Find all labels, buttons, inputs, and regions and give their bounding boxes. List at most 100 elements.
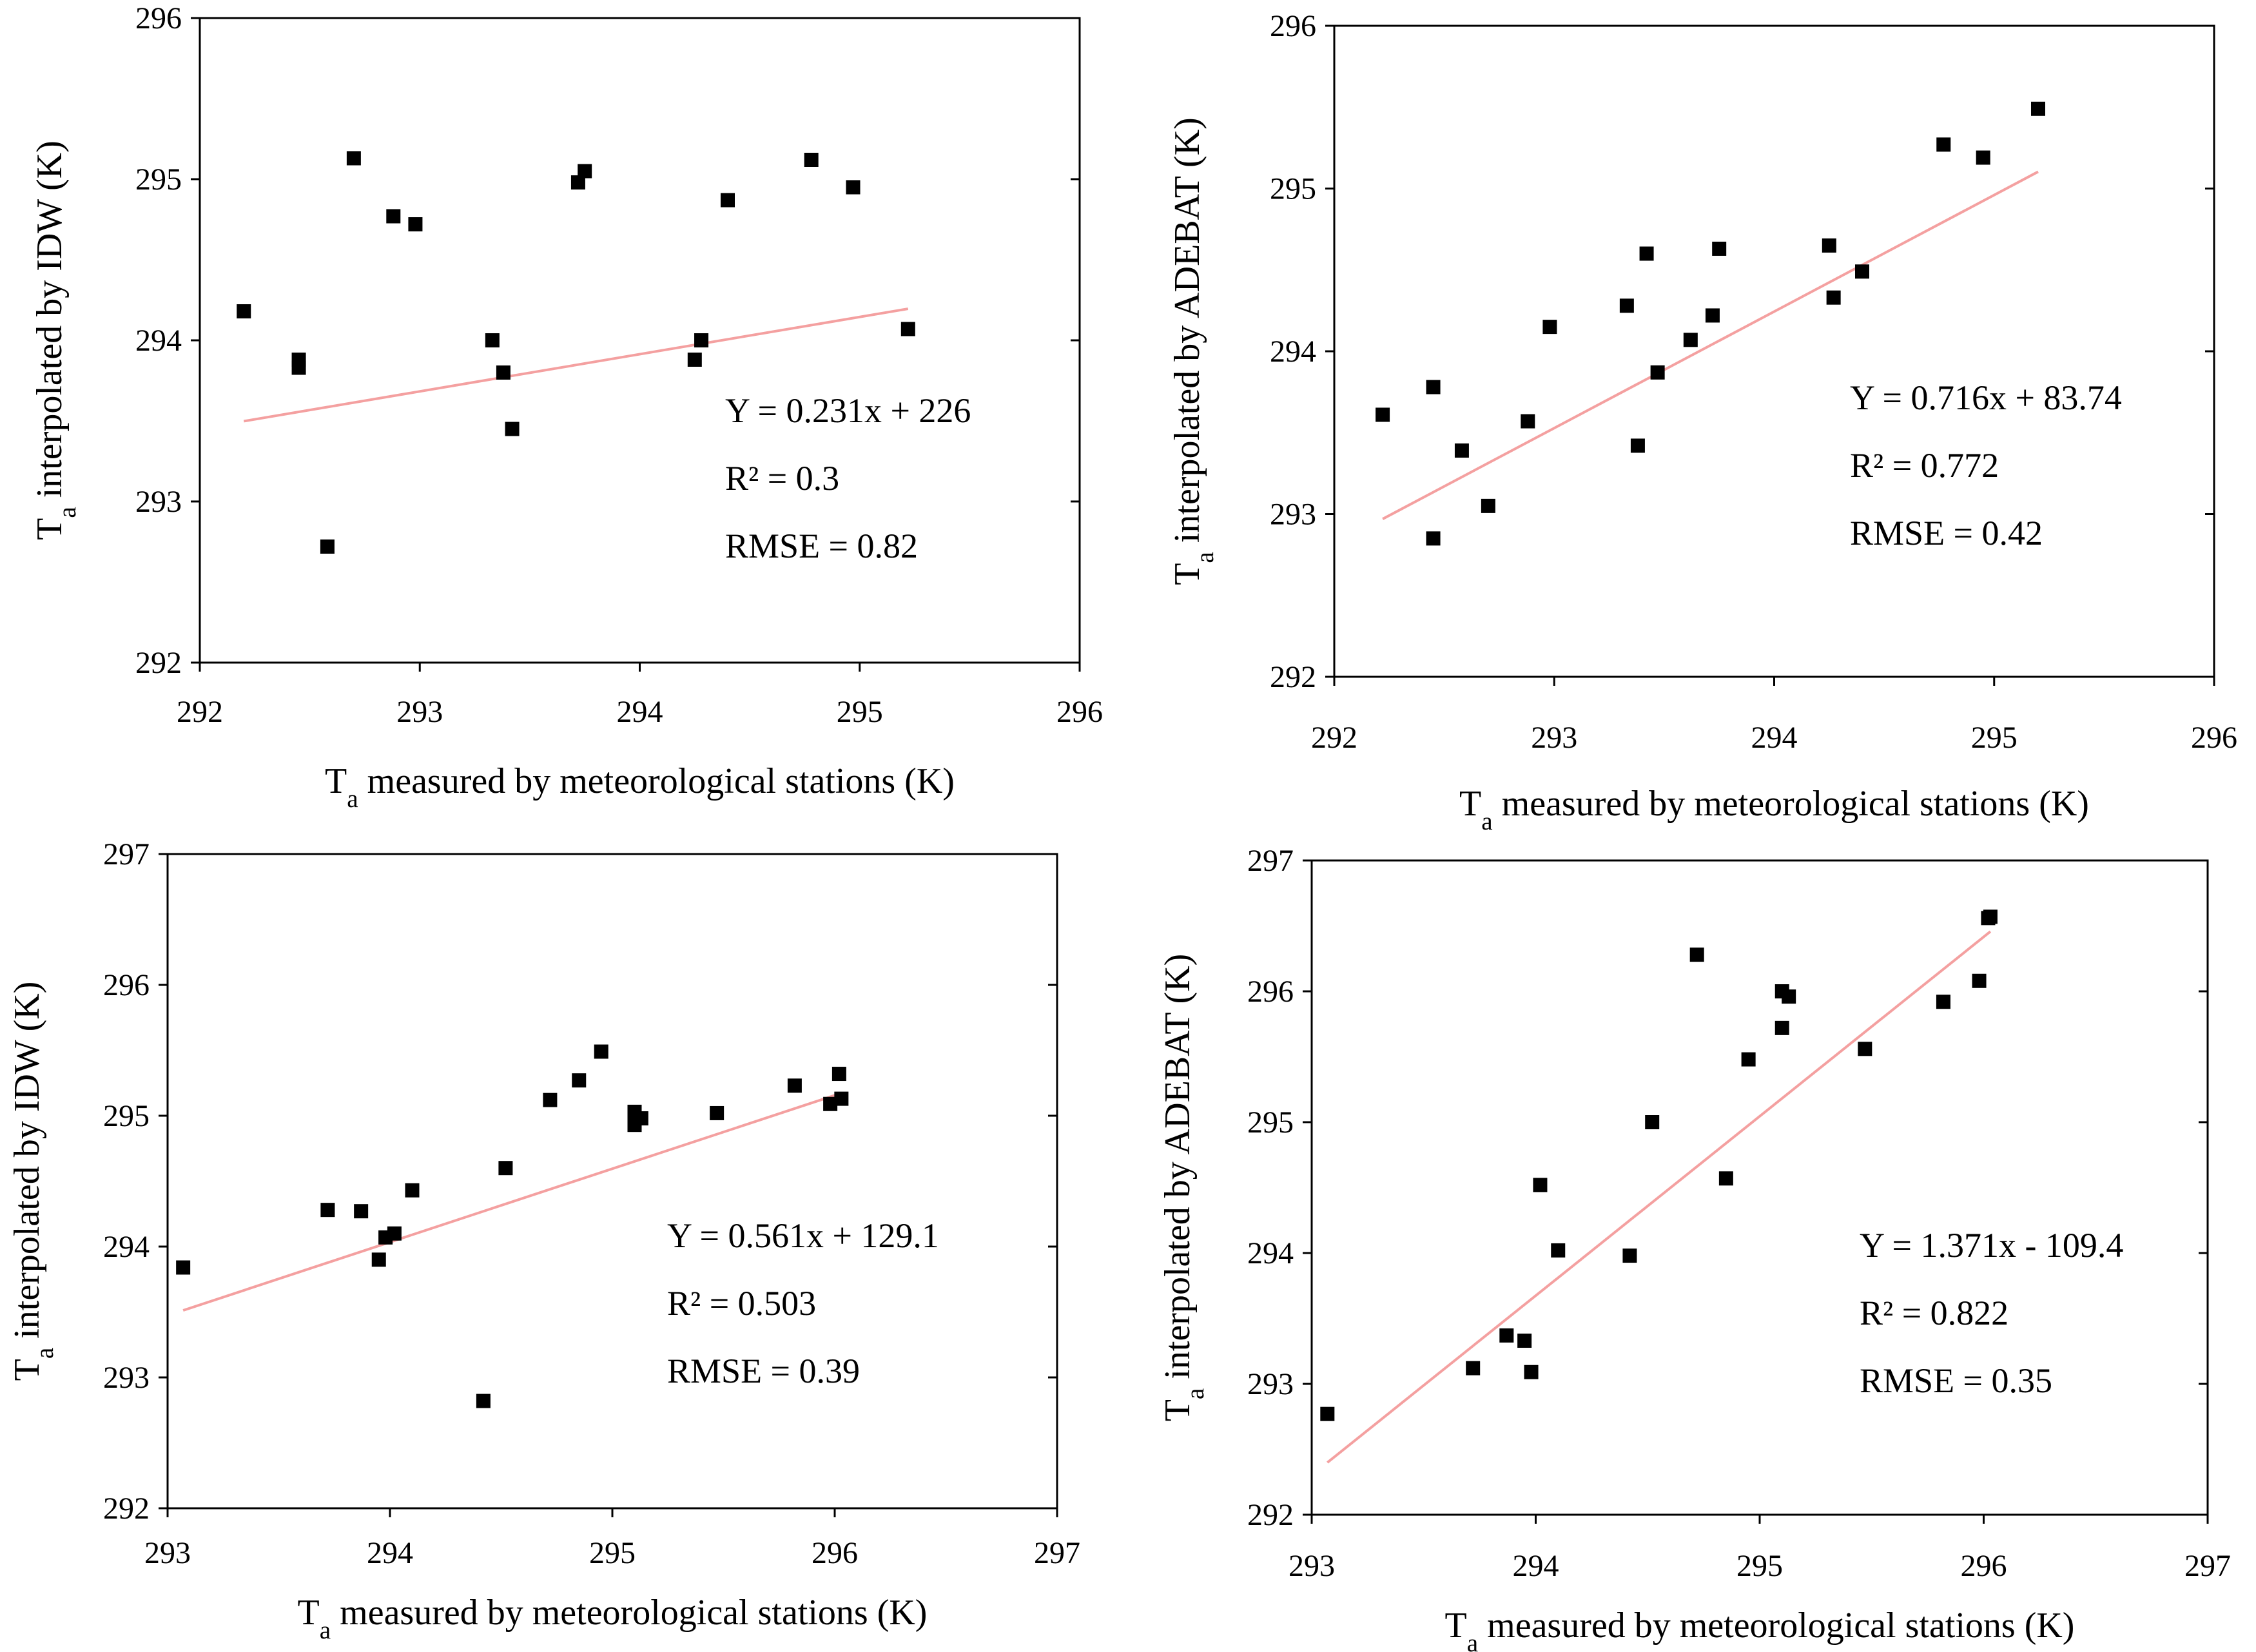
- data-point: [900, 322, 915, 336]
- data-point: [1630, 438, 1645, 453]
- x-tick-label: 293: [144, 1536, 191, 1570]
- x-tick-label: 293: [1288, 1549, 1335, 1583]
- r2-label: R² = 0.822: [1860, 1294, 2008, 1332]
- data-point: [1858, 1042, 1872, 1056]
- y-tick-label: 296: [103, 968, 150, 1002]
- data-point: [846, 180, 861, 195]
- data-point: [1551, 1243, 1566, 1258]
- data-point: [237, 304, 251, 318]
- data-point: [1936, 995, 1950, 1009]
- data-point: [1718, 1171, 1733, 1186]
- data-point: [505, 422, 520, 436]
- data-point: [1983, 909, 1998, 924]
- data-point: [386, 209, 401, 224]
- x-tick-label: 295: [1971, 721, 2018, 755]
- data-point: [1972, 973, 1987, 988]
- data-point: [1524, 1365, 1539, 1379]
- data-point: [804, 153, 819, 167]
- x-tick-label: 292: [1311, 721, 1357, 755]
- data-point: [1426, 380, 1441, 394]
- data-point: [1426, 531, 1441, 546]
- data-point: [485, 333, 500, 347]
- data-point: [787, 1078, 802, 1093]
- data-point: [1683, 333, 1698, 347]
- plot-frame: [1333, 24, 2215, 678]
- data-point: [320, 539, 335, 554]
- x-axis-title: Ta measured by meteorological stations (…: [1459, 784, 2089, 835]
- data-point: [570, 175, 585, 189]
- data-point: [1689, 947, 1704, 962]
- rmse-label: RMSE = 0.42: [1850, 514, 2043, 552]
- y-tick-label: 297: [103, 837, 150, 871]
- y-tick-label: 295: [1270, 172, 1316, 206]
- x-axis-title: Ta measured by meteorological stations (…: [1445, 1606, 2075, 1652]
- y-tick-label: 292: [135, 646, 182, 680]
- data-point: [831, 1067, 846, 1082]
- y-tick-label: 296: [1270, 9, 1316, 43]
- data-point: [371, 1252, 386, 1267]
- data-point: [694, 333, 709, 347]
- data-point: [1775, 1020, 1789, 1035]
- data-point: [1712, 241, 1727, 256]
- data-point: [634, 1111, 648, 1126]
- x-tick-label: 297: [1034, 1536, 1080, 1570]
- r2-label: R² = 0.503: [667, 1284, 816, 1323]
- y-tick-label: 295: [103, 1099, 150, 1133]
- x-tick-label: 296: [2191, 721, 2237, 755]
- data-point: [1499, 1328, 1514, 1343]
- data-point: [1466, 1361, 1481, 1375]
- data-point: [1639, 246, 1654, 261]
- rmse-label: RMSE = 0.39: [667, 1352, 860, 1390]
- data-point: [834, 1091, 849, 1106]
- data-point: [476, 1394, 491, 1408]
- x-tick-label: 295: [837, 695, 883, 729]
- equation-label: Y = 1.371x - 109.4: [1860, 1226, 2123, 1265]
- data-point: [1822, 238, 1836, 253]
- x-axis-title: Ta measured by meteorological stations (…: [298, 1593, 928, 1644]
- data-point: [543, 1093, 558, 1107]
- equation-label: Y = 0.231x + 226: [725, 391, 971, 430]
- trendline: [182, 1092, 842, 1312]
- y-axis-title: Ta interpolated by IDW (K): [7, 982, 59, 1381]
- x-tick-label: 295: [589, 1536, 636, 1570]
- data-point: [1517, 1334, 1532, 1348]
- y-tick-label: 294: [1247, 1236, 1294, 1270]
- y-tick-label: 293: [135, 485, 182, 519]
- data-point: [498, 1161, 513, 1176]
- data-point: [1826, 290, 1841, 305]
- data-point: [572, 1073, 587, 1088]
- trendline: [1327, 930, 1992, 1464]
- x-tick-label: 293: [1531, 721, 1577, 755]
- data-point: [823, 1096, 838, 1111]
- data-point: [1936, 137, 1951, 152]
- y-axis-title: Ta interpolated by ADEBAT (K): [1167, 117, 1219, 585]
- data-point: [710, 1105, 724, 1120]
- data-point: [408, 217, 423, 231]
- data-point: [1533, 1178, 1548, 1192]
- x-tick-label: 294: [617, 695, 663, 729]
- trendline: [243, 307, 909, 423]
- data-point: [1650, 365, 1665, 380]
- x-tick-label: 297: [2184, 1549, 2231, 1583]
- data-point: [387, 1226, 402, 1241]
- data-point: [354, 1204, 369, 1219]
- x-tick-label: 294: [1513, 1549, 1559, 1583]
- data-point: [2031, 101, 2045, 116]
- x-tick-label: 293: [396, 695, 443, 729]
- y-axis-title: Ta interpolated by ADEBAT (K): [1158, 954, 1209, 1422]
- data-point: [1782, 989, 1796, 1004]
- data-point: [1521, 414, 1535, 429]
- r2-label: R² = 0.772: [1850, 446, 1999, 485]
- rmse-label: RMSE = 0.82: [725, 527, 918, 565]
- x-tick-label: 294: [367, 1536, 413, 1570]
- data-point: [594, 1044, 608, 1059]
- y-tick-label: 292: [1247, 1498, 1294, 1532]
- y-tick-label: 294: [1270, 335, 1316, 369]
- y-tick-label: 296: [1247, 975, 1294, 1009]
- data-point: [1976, 150, 1990, 165]
- chart-bottom-left: 293 294 295 296 297 292 293 294 295 296 297 Y = 0.5…: [7, 837, 1080, 1644]
- chart-top-left: 292 293 294 295 296 292 293 294 295 296 Y = 0.231x…: [30, 1, 1103, 813]
- data-point: [1542, 320, 1557, 335]
- data-point: [1741, 1052, 1756, 1067]
